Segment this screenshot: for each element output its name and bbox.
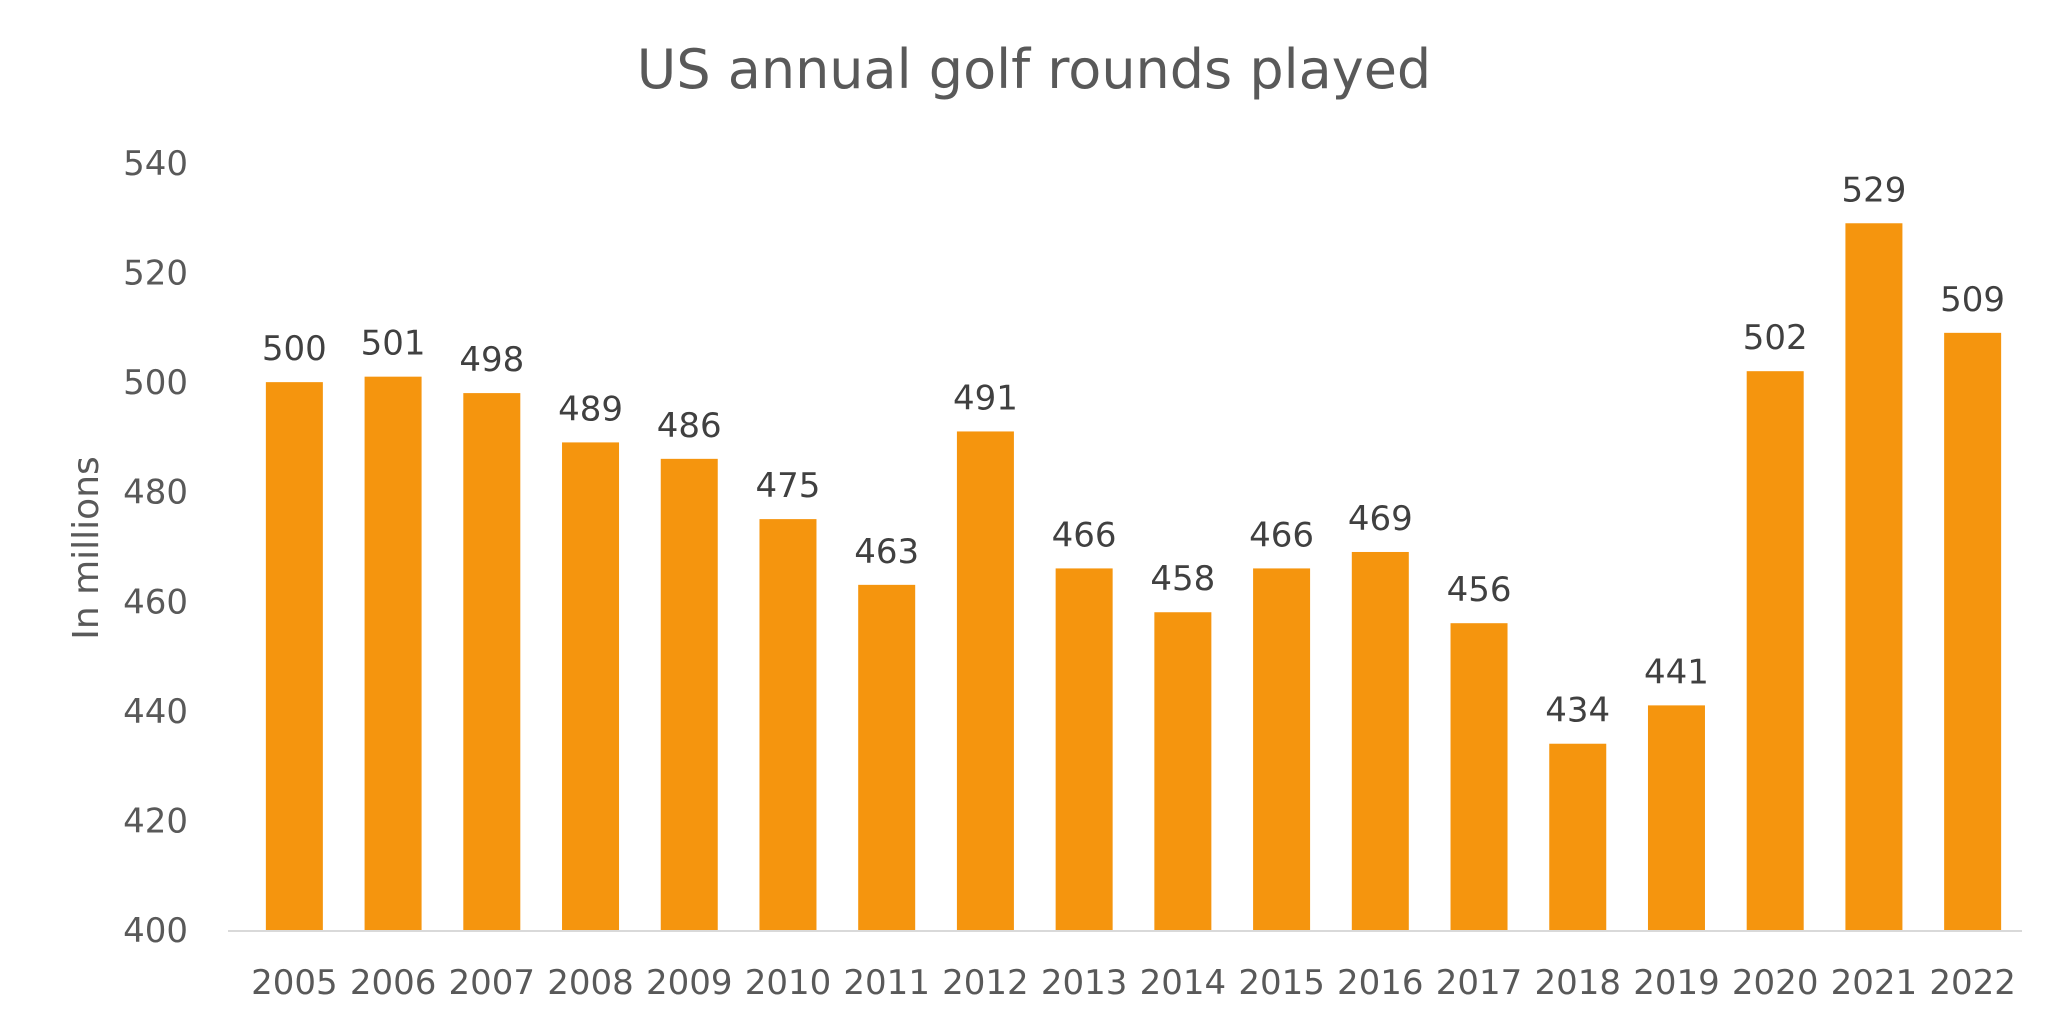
bar [1746,371,1804,931]
data-label: 458 [1150,559,1215,599]
x-tick-label: 2016 [1337,963,1424,1003]
data-label: 456 [1447,570,1512,610]
bar [956,431,1014,930]
data-label: 441 [1644,652,1709,692]
bar [1647,705,1705,930]
bar [562,442,620,930]
bar [759,519,817,930]
y-tick-label: 420 [123,801,188,841]
bar [1055,568,1113,930]
x-tick-label: 2019 [1633,963,1720,1003]
bar [1154,612,1212,930]
x-tick-label: 2022 [1929,963,2016,1003]
bar [858,584,916,930]
bar [1549,743,1607,930]
bar [660,458,718,930]
data-label: 489 [558,389,623,429]
data-label: 502 [1743,318,1808,358]
x-tick-label: 2006 [350,963,437,1003]
y-tick-label: 460 [123,582,188,622]
bar [1450,623,1508,930]
data-label: 491 [953,378,1018,418]
data-label: 475 [756,466,821,506]
x-tick-label: 2011 [843,963,930,1003]
data-label: 486 [657,406,722,446]
x-axis-ticks: 2005 2006 2007 2008 2009 2010 2011 2012 2013 2014… [251,963,2016,1003]
data-labels-group: 500 501 498 489 486 475 463 491 466 458 466 469 456 4… [262,170,2005,730]
y-tick-label: 440 [123,692,188,732]
x-tick-label: 2017 [1436,963,1523,1003]
data-label: 434 [1545,691,1610,731]
x-tick-label: 2010 [745,963,832,1003]
y-tick-label: 500 [123,363,188,403]
x-tick-label: 2005 [251,963,338,1003]
x-tick-label: 2007 [449,963,536,1003]
data-label: 466 [1052,515,1117,555]
bar [1351,551,1409,930]
x-tick-label: 2009 [646,963,733,1003]
bars-group [265,223,2002,931]
data-label: 469 [1348,499,1413,539]
bar [1253,568,1311,930]
bar [265,382,323,931]
bar [1944,332,2002,931]
x-tick-label: 2020 [1732,963,1819,1003]
data-label: 466 [1249,515,1314,555]
y-tick-label: 400 [123,911,188,951]
x-tick-label: 2018 [1534,963,1621,1003]
data-label: 500 [262,329,327,369]
y-tick-label: 540 [123,144,188,184]
bar [364,376,422,930]
data-label: 501 [361,324,426,364]
x-tick-label: 2021 [1831,963,1918,1003]
y-axis-ticks: 400 420 440 460 480 500 520 540 [123,144,188,951]
x-tick-label: 2008 [547,963,634,1003]
bar [463,393,521,931]
data-label: 498 [459,340,524,380]
x-tick-label: 2014 [1140,963,1227,1003]
data-label: 509 [1940,280,2005,320]
data-label: 463 [854,532,919,572]
x-tick-label: 2013 [1041,963,1128,1003]
chart-title: US annual golf rounds played [637,38,1431,101]
y-tick-label: 520 [123,254,188,294]
y-tick-label: 480 [123,473,188,513]
data-label: 529 [1841,170,1906,210]
x-tick-label: 2015 [1238,963,1325,1003]
x-tick-label: 2012 [942,963,1029,1003]
y-axis-title: In millions [66,456,107,640]
bar [1845,223,1903,930]
